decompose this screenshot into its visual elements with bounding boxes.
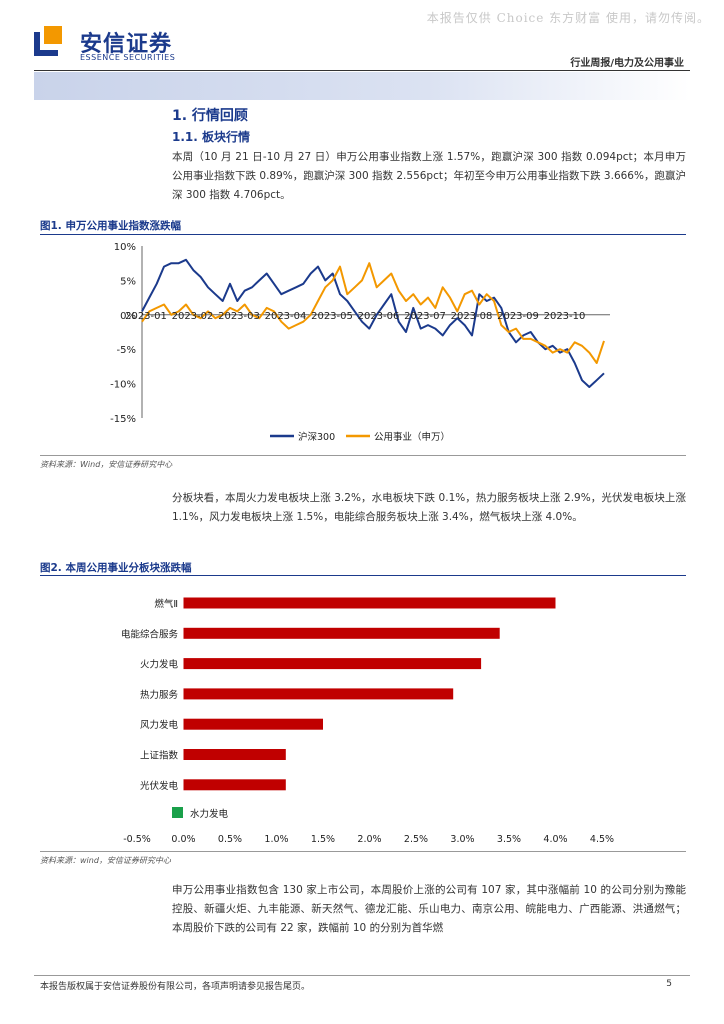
y-tick-label: -10%: [110, 380, 136, 391]
figure1-line-chart: 10% 5% 0% -5% -10% -15% 2023-01 2023-02 2023-03 2…: [110, 242, 610, 443]
subsection-heading: 1.1. 板块行情: [172, 130, 250, 144]
bar: [183, 658, 482, 670]
constituents-paragraph: 申万公用事业指数包含 130 家上市公司，本周股价上涨的公司有 107 家，其中…: [172, 884, 686, 934]
series-hs300-line: [141, 258, 605, 388]
x-tick-label: 2023-10: [544, 311, 586, 322]
legend-swatch-hydro: [172, 807, 183, 818]
figure2-source: 资料来源：wind，安信证券研究中心: [40, 856, 171, 865]
sector-paragraph: 分板块看，本周火力发电板块上涨 3.2%，水电板块下跌 0.1%，热力服务板块上…: [172, 492, 686, 523]
y-tick-label: 10%: [114, 242, 136, 253]
x-tick-label: -0.5%: [123, 834, 151, 845]
brand-logo: [34, 26, 68, 60]
figure1-title: 图1. 申万公用事业指数涨跌幅: [40, 220, 181, 232]
header-divider: [34, 70, 690, 71]
y-tick-label: -15%: [110, 414, 136, 425]
bar: [183, 779, 286, 791]
bar: [183, 627, 500, 639]
bar-category-label: 上证指数: [140, 750, 179, 762]
x-tick-label: 2023-01: [125, 311, 167, 322]
bar: [183, 597, 556, 609]
report-category: 行业周报/电力及公用事业: [570, 58, 684, 69]
figure1-top-rule: [40, 234, 686, 235]
x-tick-label: 0.0%: [171, 834, 195, 845]
x-tick-label: 4.0%: [543, 834, 567, 845]
x-tick-label: 2023-04: [265, 311, 307, 322]
legend-label-hs300: 沪深300: [298, 431, 335, 443]
x-tick-label: 2023-03: [218, 311, 260, 322]
y-tick-label: 0%: [120, 311, 136, 322]
bar: [183, 688, 454, 700]
bar-category-label: 光伏发电: [140, 780, 179, 792]
x-tick-label: 2023-08: [451, 311, 493, 322]
figure2-top-rule: [40, 575, 686, 576]
bar-category-label: 热力服务: [140, 689, 179, 701]
y-tick-label: 5%: [120, 276, 136, 287]
footer-disclaimer: 本报告版权属于安信证券股份有限公司，各项声明请参见报告尾页。: [40, 982, 311, 992]
brand-name-en: ESSENCE SECURITIES: [80, 53, 176, 62]
x-tick-label: 4.5%: [590, 834, 614, 845]
summary-paragraph: 本周（10 月 21 日-10 月 27 日）申万公用事业指数上涨 1.57%，…: [172, 151, 686, 201]
header-band: [34, 72, 690, 100]
legend-label-hydro: 水力发电: [190, 808, 229, 820]
x-tick-label: 0.5%: [218, 834, 242, 845]
x-tick-label: 2.5%: [404, 834, 428, 845]
x-tick-label: 1.5%: [311, 834, 335, 845]
figure1-bottom-rule: [40, 455, 686, 456]
legend-label-utilities: 公用事业（申万）: [374, 431, 450, 443]
x-tick-label: 3.0%: [450, 834, 474, 845]
figure2-title: 图2. 本周公用事业分板块涨跌幅: [40, 562, 192, 574]
figure2-bottom-rule: [40, 851, 686, 852]
watermark: 本报告仅供 Choice 东方财富 使用，请勿传阅。: [426, 11, 710, 25]
footer-divider: [34, 975, 690, 976]
bar-category-label: 燃气Ⅱ: [154, 598, 178, 610]
section-heading: 1. 行情回顾: [172, 108, 248, 124]
x-tick-label: 2023-07: [404, 311, 446, 322]
x-tick-label: 2023-06: [358, 311, 400, 322]
x-tick-label: 2023-05: [311, 311, 353, 322]
series-utilities-line: [141, 262, 605, 364]
x-tick-label: 1.0%: [264, 834, 288, 845]
x-tick-label: 2023-02: [172, 311, 214, 322]
bar-category-label: 电能综合服务: [121, 628, 179, 640]
x-tick-label: 2.0%: [357, 834, 381, 845]
bar: [183, 718, 323, 730]
x-tick-label: 2023-09: [497, 311, 539, 322]
bar: [183, 749, 286, 760]
bar-category-label: 火力发电: [140, 659, 179, 671]
bar-category-label: 风力发电: [140, 719, 179, 731]
figure1-source: 资料来源：Wind，安信证券研究中心: [40, 460, 173, 469]
brand-name: 安信证券: [80, 32, 173, 57]
page-number: 5: [666, 979, 672, 989]
y-tick-label: -5%: [117, 345, 136, 356]
x-tick-label: 3.5%: [497, 834, 521, 845]
